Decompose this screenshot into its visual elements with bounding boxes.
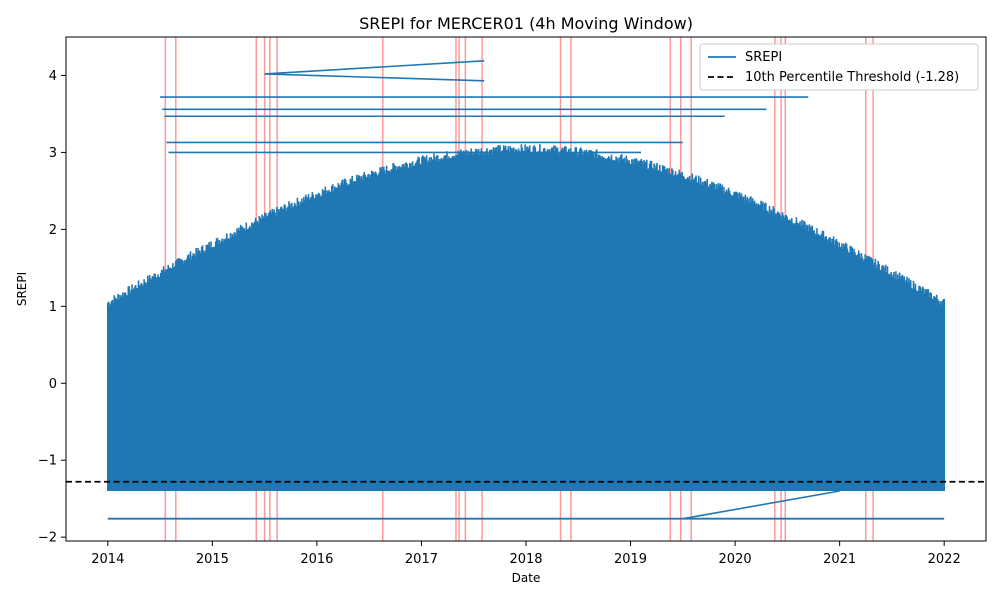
legend: SREPI 10th Percentile Threshold (-1.28): [699, 43, 979, 91]
y-tick-label: 3: [49, 146, 57, 161]
x-axis-label: Date: [512, 571, 541, 585]
y-tick-label: 1: [49, 300, 57, 315]
y-tick-label: 2: [49, 223, 57, 238]
series-srepi: [107, 60, 945, 520]
legend-box: [699, 43, 979, 91]
x-tick-label: 2021: [823, 552, 856, 567]
y-tick-label: −1: [38, 454, 57, 469]
x-tick-label: 2015: [196, 552, 229, 567]
series-srepi-return: [682, 490, 840, 520]
legend-label-threshold: 10th Percentile Threshold (-1.28): [745, 70, 959, 85]
x-tick-label: 2016: [300, 552, 333, 567]
series-srepi-trace: [107, 144, 945, 492]
series-srepi-peak: [264, 60, 485, 82]
x-tick-label: 2014: [91, 552, 124, 567]
x-tick-label: 2017: [405, 552, 438, 567]
y-axis-label: SREPI: [15, 272, 29, 306]
x-axis: 2014 2015 2016 2017 2018 2019 2020 2021 2022: [91, 541, 961, 567]
y-axis: −2 −1 0 1 2 3 4: [38, 69, 66, 546]
chart-title: SREPI for MERCER01 (4h Moving Window): [359, 14, 693, 33]
y-tick-label: 0: [49, 377, 57, 392]
legend-label-srepi: SREPI: [745, 50, 782, 65]
x-tick-label: 2018: [509, 552, 542, 567]
x-tick-label: 2022: [928, 552, 961, 567]
x-tick-label: 2020: [719, 552, 752, 567]
y-tick-label: 4: [49, 69, 57, 84]
x-tick-label: 2019: [614, 552, 647, 567]
y-tick-label: −2: [38, 531, 57, 546]
